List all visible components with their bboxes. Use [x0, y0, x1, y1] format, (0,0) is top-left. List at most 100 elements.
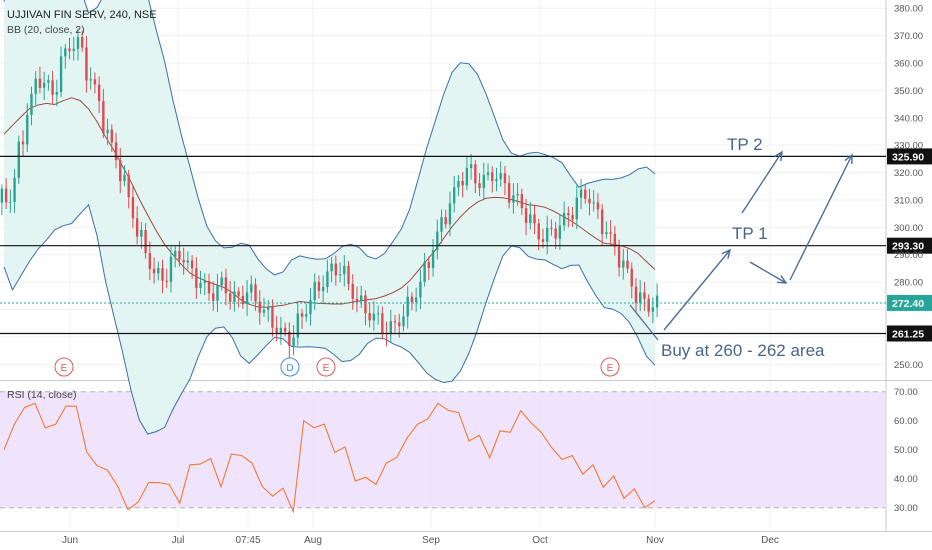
candle	[228, 293, 232, 302]
candle	[634, 286, 638, 303]
candle	[203, 280, 206, 283]
candle	[123, 174, 126, 182]
candle	[600, 209, 604, 235]
level-tag	[887, 237, 932, 254]
time-tick-label: Oct	[532, 535, 548, 546]
candle	[486, 172, 490, 175]
event-marker	[54, 357, 74, 377]
arrow-head	[844, 153, 853, 165]
candle	[267, 306, 270, 310]
candle	[495, 179, 498, 182]
price-tick-label: 340.00	[894, 113, 923, 124]
candle	[355, 299, 359, 302]
candle	[190, 260, 194, 269]
level-label: 261.25	[892, 328, 924, 340]
price-tick-label: 310.00	[894, 195, 923, 206]
candle	[250, 284, 253, 293]
candle	[622, 260, 625, 268]
candle	[596, 202, 600, 210]
candle	[296, 313, 299, 338]
candle	[643, 292, 646, 299]
candle	[245, 292, 249, 305]
candle	[372, 313, 376, 321]
candle	[474, 164, 477, 184]
candle	[630, 268, 633, 287]
candle	[546, 227, 549, 242]
candle	[300, 313, 304, 317]
candle	[216, 285, 219, 301]
candle	[76, 37, 80, 49]
candle	[364, 295, 367, 314]
event-label: D	[286, 363, 293, 374]
candle	[457, 180, 460, 188]
candle	[13, 177, 16, 202]
annotation-tp2: TP 2	[727, 135, 763, 154]
candle	[288, 331, 291, 346]
event-label: E	[607, 363, 614, 374]
candle	[321, 286, 325, 291]
candle	[114, 142, 118, 161]
candle	[262, 309, 266, 313]
rsi-tick-label: 60.00	[894, 416, 918, 427]
candle	[389, 321, 392, 335]
candle	[639, 292, 642, 303]
candle	[42, 82, 46, 88]
candle	[212, 293, 215, 301]
candle	[503, 173, 507, 184]
candle	[562, 213, 566, 226]
bollinger-basis	[3, 97, 656, 308]
candle	[347, 265, 350, 284]
candle	[571, 215, 574, 220]
candle	[436, 231, 439, 251]
candle	[351, 283, 354, 300]
candle	[144, 229, 147, 254]
candle	[402, 316, 405, 327]
candle	[512, 195, 515, 203]
candle	[626, 260, 629, 269]
candle	[127, 174, 130, 198]
time-tick-label: Jul	[172, 535, 185, 546]
candle	[647, 298, 650, 312]
candle	[575, 197, 578, 220]
event-label: E	[323, 363, 330, 374]
candle	[550, 227, 553, 229]
candle	[453, 187, 456, 204]
candle	[64, 48, 67, 57]
time-tick-label: Dec	[761, 535, 779, 546]
bollinger-upper	[3, 0, 656, 276]
candle	[72, 48, 75, 52]
candle	[241, 295, 245, 305]
time-tick-label: Jun	[62, 535, 78, 546]
annotation-tp1: TP 1	[732, 224, 768, 243]
projection-arrow	[663, 249, 731, 331]
candle	[131, 197, 135, 219]
last-price-label: 272.40	[892, 298, 924, 310]
candle	[102, 100, 105, 134]
candle	[478, 183, 481, 189]
candle	[655, 295, 659, 308]
candle	[338, 274, 342, 276]
price-tick-label: 320.00	[894, 168, 923, 179]
candle	[85, 47, 88, 81]
candle	[68, 48, 71, 52]
candle	[34, 78, 37, 94]
candle	[47, 80, 50, 83]
candle	[414, 297, 418, 303]
candle	[81, 37, 84, 48]
rsi-band	[0, 391, 885, 508]
candle	[135, 218, 139, 237]
level-label: 325.90	[892, 151, 924, 163]
arrow-head	[776, 275, 788, 284]
candle	[613, 233, 617, 247]
level-label: 293.30	[892, 241, 924, 253]
projection-lead	[629, 304, 659, 341]
candle	[157, 268, 160, 274]
candle	[174, 250, 177, 257]
candle	[448, 203, 452, 225]
candle	[283, 327, 287, 332]
candle	[444, 217, 447, 225]
candle	[461, 180, 464, 186]
time-tick-label: Nov	[646, 535, 664, 546]
candle	[588, 198, 591, 204]
